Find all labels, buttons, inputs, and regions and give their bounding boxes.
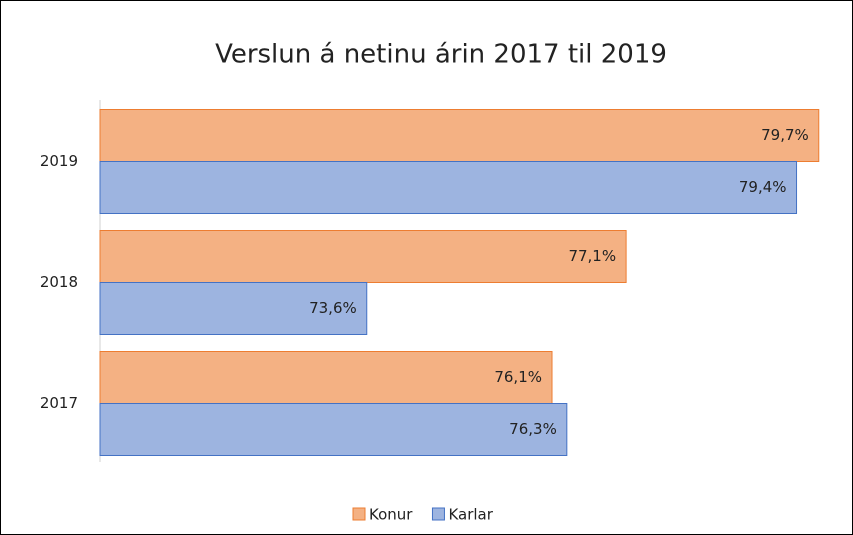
data-label: 76,3% bbox=[509, 420, 557, 438]
legend-swatch bbox=[431, 507, 445, 521]
bar bbox=[99, 351, 553, 404]
data-label: 77,1% bbox=[568, 247, 616, 265]
y-tick-label: 2019 bbox=[40, 152, 78, 170]
bar bbox=[99, 282, 368, 335]
bar bbox=[99, 230, 627, 283]
y-tick-label: 2018 bbox=[40, 273, 78, 291]
data-label: 79,7% bbox=[761, 126, 809, 144]
legend-swatch bbox=[352, 507, 366, 521]
y-tick-label: 2017 bbox=[40, 394, 78, 412]
bar bbox=[99, 403, 568, 456]
data-label: 73,6% bbox=[309, 299, 357, 317]
bar bbox=[99, 161, 798, 214]
chart-title: Verslun á netinu árin 2017 til 2019 bbox=[215, 40, 667, 70]
legend-label: Konur bbox=[369, 506, 413, 524]
data-label: 79,4% bbox=[739, 178, 787, 196]
legend-label: Karlar bbox=[448, 506, 493, 524]
bar bbox=[99, 109, 820, 162]
data-label: 76,1% bbox=[494, 368, 542, 386]
